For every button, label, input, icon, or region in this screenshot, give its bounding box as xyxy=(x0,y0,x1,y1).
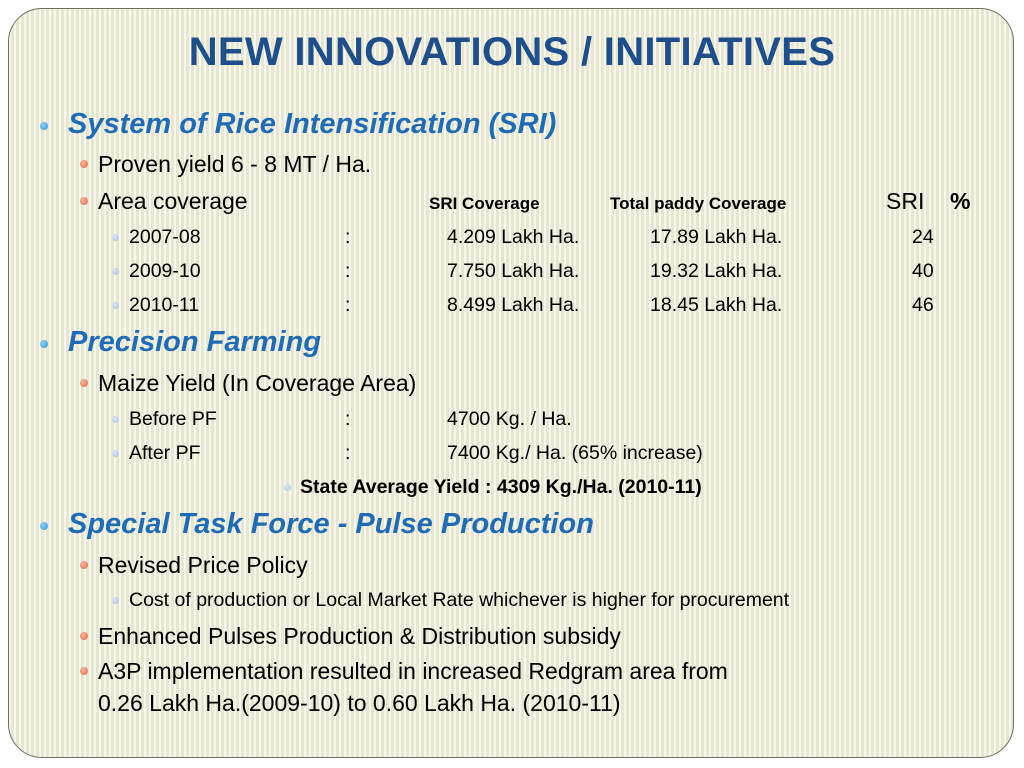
list-item-revised-price: Revised Price Policy xyxy=(98,552,308,578)
sub-item-label: After PF xyxy=(129,442,201,464)
list-item-a3p-line2: 0.26 Lakh Ha.(2009-10) to 0.60 Lakh Ha. … xyxy=(98,690,621,716)
bullet-icon xyxy=(80,561,88,569)
sub-item-sep: : xyxy=(345,408,351,430)
bullet-icon xyxy=(112,416,119,423)
table-header-percent: % xyxy=(950,188,971,214)
bullet-icon xyxy=(112,302,119,309)
bullet-icon xyxy=(80,379,88,387)
table-cell-year: 2007-08 xyxy=(129,226,201,248)
bullet-icon xyxy=(40,522,48,530)
list-item-proven-yield: Proven yield 6 - 8 MT / Ha. xyxy=(98,151,372,177)
bullet-icon xyxy=(40,122,48,130)
section-heading-pulse-production: Special Task Force - Pulse Production xyxy=(68,508,594,540)
slide-title: NEW INNOVATIONS / INITIATIVES xyxy=(188,30,836,74)
list-item-enhanced-pulses: Enhanced Pulses Production & Distributio… xyxy=(98,623,621,649)
table-cell-pct: 46 xyxy=(912,294,934,316)
state-average-note: State Average Yield : 4309 Kg./Ha. (2010… xyxy=(300,476,702,498)
table-cell-sri: 7.750 Lakh Ha. xyxy=(447,260,580,282)
list-item-a3p-line1: A3P implementation resulted in increased… xyxy=(98,658,728,684)
bullet-icon xyxy=(80,667,88,675)
table-cell-total: 18.45 Lakh Ha. xyxy=(650,294,783,316)
table-cell-pct: 24 xyxy=(912,226,934,248)
bullet-icon xyxy=(40,340,48,348)
table-cell-sep: : xyxy=(345,226,351,248)
list-item-area-coverage: Area coverage xyxy=(98,188,248,214)
table-cell-sep: : xyxy=(345,260,351,282)
table-cell-pct: 40 xyxy=(912,260,934,282)
slide-frame xyxy=(8,8,1014,758)
table-cell-total: 17.89 Lakh Ha. xyxy=(650,226,783,248)
sub-item-sep: : xyxy=(345,442,351,464)
table-header-total-paddy: Total paddy Coverage xyxy=(610,194,787,213)
bullet-icon xyxy=(112,450,119,457)
table-cell-total: 19.32 Lakh Ha. xyxy=(650,260,783,282)
bullet-icon xyxy=(80,632,88,640)
section-heading-sri: System of Rice Intensification (SRI) xyxy=(68,108,557,140)
bullet-icon xyxy=(112,234,119,241)
table-header-sri: SRI xyxy=(886,188,925,214)
sub-item-value: 4700 Kg. / Ha. xyxy=(447,408,572,430)
table-cell-sep: : xyxy=(345,294,351,316)
bullet-icon xyxy=(80,160,88,168)
table-cell-year: 2010-11 xyxy=(129,294,200,316)
table-header-sri-coverage: SRI Coverage xyxy=(429,194,540,213)
bullet-icon xyxy=(80,197,88,205)
sub-item-label: Before PF xyxy=(129,408,217,430)
section-heading-precision-farming: Precision Farming xyxy=(68,326,322,358)
bullet-icon xyxy=(284,484,291,491)
sub-item-procurement: Cost of production or Local Market Rate … xyxy=(129,589,790,611)
list-item-maize-yield: Maize Yield (In Coverage Area) xyxy=(98,370,417,396)
table-cell-sri: 4.209 Lakh Ha. xyxy=(447,226,580,248)
bullet-icon xyxy=(112,268,119,275)
table-cell-sri: 8.499 Lakh Ha. xyxy=(447,294,580,316)
table-cell-year: 2009-10 xyxy=(129,260,201,282)
bullet-icon xyxy=(112,597,119,604)
sub-item-value: 7400 Kg./ Ha. (65% increase) xyxy=(447,442,703,464)
